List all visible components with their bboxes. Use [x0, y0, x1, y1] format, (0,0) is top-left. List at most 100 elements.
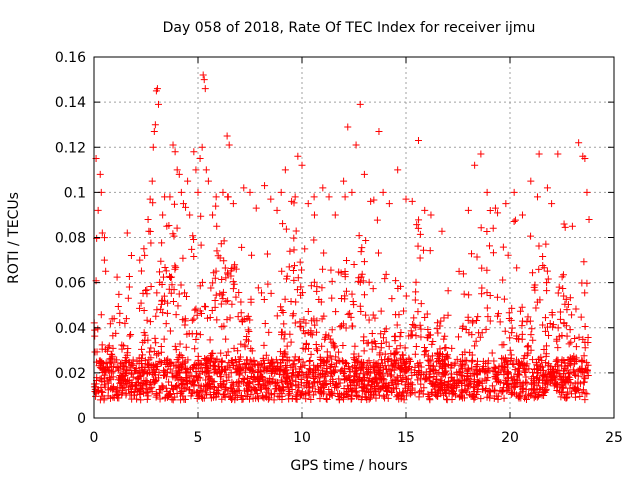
data-point [123, 366, 131, 374]
data-point [417, 325, 425, 333]
data-point [234, 313, 242, 321]
data-point [571, 393, 579, 401]
data-point [385, 200, 393, 208]
data-point [508, 388, 516, 396]
data-point [481, 375, 489, 383]
data-point [387, 350, 395, 358]
data-point [186, 211, 194, 219]
data-point [291, 353, 299, 361]
data-point [507, 356, 515, 364]
data-point [356, 278, 364, 286]
data-point [578, 357, 586, 365]
data-point [96, 170, 104, 178]
data-point [416, 230, 424, 238]
data-point [542, 370, 550, 378]
data-point [471, 383, 479, 391]
data-point [483, 266, 491, 274]
data-point [281, 295, 289, 303]
data-point [474, 313, 482, 321]
data-point [320, 249, 328, 257]
data-point [492, 374, 500, 382]
data-point [421, 376, 429, 384]
data-point [322, 395, 330, 403]
data-point [412, 323, 420, 331]
data-point [207, 284, 215, 292]
data-point [172, 346, 180, 354]
data-point [305, 365, 313, 373]
data-point [154, 350, 162, 358]
data-point [176, 369, 184, 377]
data-point [436, 362, 444, 370]
data-point [320, 373, 328, 381]
data-point [262, 365, 270, 373]
data-point [139, 289, 147, 297]
data-point [246, 188, 254, 196]
data-point [229, 200, 237, 208]
data-point [239, 395, 247, 403]
data-point [172, 382, 180, 390]
data-point [308, 331, 316, 339]
data-point [104, 344, 112, 352]
data-point [281, 369, 289, 377]
data-point [426, 396, 434, 404]
data-point [243, 360, 251, 368]
data-point [159, 273, 167, 281]
data-point [226, 314, 234, 322]
data-point [392, 277, 400, 285]
data-point [413, 221, 421, 229]
data-point [498, 388, 506, 396]
data-point [458, 387, 466, 395]
data-point [421, 313, 429, 321]
data-point [202, 166, 210, 174]
data-point [91, 332, 99, 340]
data-point [556, 308, 564, 316]
data-point [583, 390, 591, 398]
data-point [576, 392, 584, 400]
data-point [483, 376, 491, 384]
data-point [102, 367, 110, 375]
data-point [220, 257, 228, 265]
data-point [323, 368, 331, 376]
data-point [523, 318, 531, 326]
data-point [558, 331, 566, 339]
data-point [285, 356, 293, 364]
data-point [563, 332, 571, 340]
data-point [290, 234, 298, 242]
data-point [100, 360, 108, 368]
data-point [93, 387, 101, 395]
data-point [228, 265, 236, 273]
data-point [362, 237, 370, 245]
data-point [430, 382, 438, 390]
data-point [116, 309, 124, 317]
data-point [163, 222, 171, 230]
data-point [412, 342, 420, 350]
data-point [306, 365, 314, 373]
data-point [169, 373, 177, 381]
data-point [129, 373, 137, 381]
data-point [263, 250, 271, 258]
data-point [112, 329, 120, 337]
data-point [316, 374, 324, 382]
data-point [360, 291, 368, 299]
data-point [387, 357, 395, 365]
data-point [160, 366, 168, 374]
data-point [577, 313, 585, 321]
data-point [358, 360, 366, 368]
data-point [238, 396, 246, 404]
data-point [567, 361, 575, 369]
data-point [313, 328, 321, 336]
data-point [259, 354, 267, 362]
data-point [344, 310, 352, 318]
data-point [290, 276, 298, 284]
y-tick-label: 0.04 [55, 321, 86, 337]
data-point [559, 388, 567, 396]
data-point [246, 356, 254, 364]
data-point [367, 197, 375, 205]
data-point [349, 386, 357, 394]
data-point [491, 387, 499, 395]
data-point [94, 325, 102, 333]
data-point [276, 365, 284, 373]
data-point [344, 123, 352, 131]
data-point [254, 284, 262, 292]
data-point [211, 357, 219, 365]
